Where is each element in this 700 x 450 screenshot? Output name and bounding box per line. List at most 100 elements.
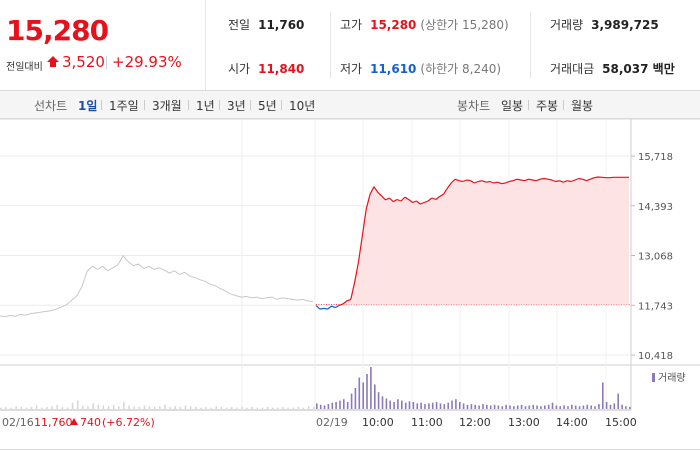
amount-cell: 거래대금 58,037 백만 — [550, 60, 675, 77]
volume-bar — [443, 404, 446, 409]
volume-bar — [25, 407, 28, 409]
volume-bar — [174, 406, 176, 409]
volume-bar — [408, 401, 411, 409]
volume-bar — [381, 396, 384, 409]
volume-bar — [431, 402, 434, 409]
up-triangle-icon — [70, 418, 78, 425]
volume-bar — [272, 407, 274, 409]
volume-bar — [598, 404, 600, 409]
volume-bar — [261, 407, 264, 409]
volume-bar — [210, 407, 212, 409]
volume-bar — [179, 406, 182, 409]
tab-weekly-candle[interactable]: 주봉 — [536, 99, 559, 113]
tab-5year[interactable]: 5년 — [258, 99, 277, 113]
volume-bar — [0, 407, 2, 409]
volume-bar — [319, 404, 322, 409]
volume-bar — [540, 406, 542, 409]
volume-value: 3,989,725 — [591, 18, 659, 32]
volume-bar — [215, 406, 217, 409]
price-box: 15,280 전일대비 3,520 +29.93% — [0, 0, 206, 90]
volume-bar — [501, 406, 504, 409]
tab-divider — [101, 100, 102, 110]
volume-bar — [393, 402, 395, 409]
intraday-price-chart: 15,718 14,393 13,068 11,743 10,418 거래량 02/19 10… — [0, 119, 700, 429]
tab-3year[interactable]: 3년 — [227, 99, 246, 113]
volume-bar — [366, 374, 368, 409]
volume-bar — [159, 406, 161, 409]
volume-bar — [277, 407, 279, 409]
tab-1day[interactable]: 1일 — [78, 99, 98, 113]
open-label: 시가 — [228, 62, 251, 76]
volume-bar — [420, 402, 422, 409]
open-cell: 시가 11,840 — [228, 60, 304, 77]
low-label: 저가 — [340, 62, 363, 76]
volume-bar — [424, 404, 426, 409]
volume-bar — [486, 404, 488, 409]
volume-bar — [459, 402, 461, 409]
y-tick-label: 14,393 — [638, 202, 673, 213]
volume-bar — [594, 406, 596, 409]
volume-bar — [71, 402, 74, 409]
divider — [530, 12, 531, 78]
volume-bar — [246, 407, 248, 409]
volume-bar — [455, 399, 457, 409]
volume-bar — [478, 405, 480, 409]
volume-bar — [82, 405, 84, 409]
volume-bar — [574, 405, 577, 409]
up-arrow-icon — [47, 56, 59, 67]
tab-divider — [563, 100, 564, 110]
amount-value: 58,037 백만 — [602, 62, 675, 76]
volume-bar — [416, 403, 419, 409]
volume-bar — [251, 406, 253, 409]
volume-legend-label: 거래량 — [658, 372, 686, 384]
tab-daily-candle[interactable]: 일봉 — [501, 99, 524, 113]
volume-bar — [5, 406, 7, 409]
prev-day-percent: (+6.72%) — [102, 416, 155, 429]
volume-bar — [354, 388, 357, 409]
volume-bar — [107, 406, 110, 409]
volume-bar — [118, 406, 120, 409]
volume-bar — [462, 403, 465, 409]
volume-bar — [323, 405, 326, 409]
tab-10year[interactable]: 10년 — [289, 99, 316, 113]
prev-day-date: 02/16 — [2, 416, 34, 429]
x-tick-label: 14:00 — [556, 416, 588, 429]
tab-1year[interactable]: 1년 — [196, 99, 215, 113]
volume-bar — [97, 404, 99, 409]
volume-bar — [350, 393, 353, 409]
volume-bar — [313, 406, 315, 409]
quote-summary: 15,280 전일대비 3,520 +29.93% 전일 11,760 고가 15,… — [0, 0, 700, 91]
chart-period-tabbar: 선차트 1일 1주일 3개월 1년 3년 5년 10년 봉차트 일봉 주봉 월봉 — [0, 91, 700, 119]
volume-bar — [30, 406, 33, 409]
volume-bar — [489, 405, 492, 409]
volume-bar — [509, 405, 511, 409]
today-price-line — [338, 176, 629, 306]
volume-bar — [236, 407, 238, 409]
volume-bar — [613, 403, 616, 409]
volume-bar — [297, 406, 300, 409]
volume-bar — [532, 404, 534, 409]
divider — [330, 12, 331, 78]
volume-bar — [551, 402, 554, 409]
volume-bar — [316, 403, 318, 409]
volume-bar — [602, 382, 604, 409]
volume-bar — [189, 406, 192, 409]
tab-3month[interactable]: 3개월 — [152, 99, 182, 113]
volume-bar — [46, 406, 48, 409]
volume-bar — [578, 406, 581, 409]
volume-bar — [77, 400, 79, 409]
volume-bar — [389, 400, 391, 409]
y-tick-label: 15,718 — [638, 152, 673, 163]
volume-bar — [138, 406, 140, 409]
volume-bar — [195, 406, 197, 409]
volume-bar — [621, 404, 623, 409]
volume-bar — [15, 406, 17, 409]
change-label: 전일대비 — [6, 62, 43, 73]
prev-day-price-line — [0, 254, 314, 318]
volume-bar — [61, 406, 64, 409]
volume-bar — [609, 404, 612, 409]
prev-close-label: 전일 — [228, 18, 251, 32]
tab-monthly-candle[interactable]: 월봉 — [571, 99, 594, 113]
volume-bar — [513, 406, 515, 409]
tab-1week[interactable]: 1주일 — [109, 99, 139, 113]
